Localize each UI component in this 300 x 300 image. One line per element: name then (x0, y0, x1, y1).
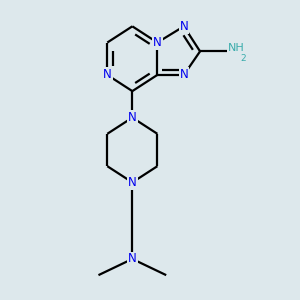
Text: N: N (103, 68, 112, 81)
Text: N: N (179, 20, 188, 33)
Text: N: N (179, 68, 188, 81)
Text: N: N (128, 176, 137, 189)
Text: N: N (153, 36, 162, 49)
Text: N: N (128, 252, 137, 266)
Text: 2: 2 (240, 54, 246, 63)
Text: N: N (128, 111, 137, 124)
Text: NH: NH (228, 43, 245, 53)
